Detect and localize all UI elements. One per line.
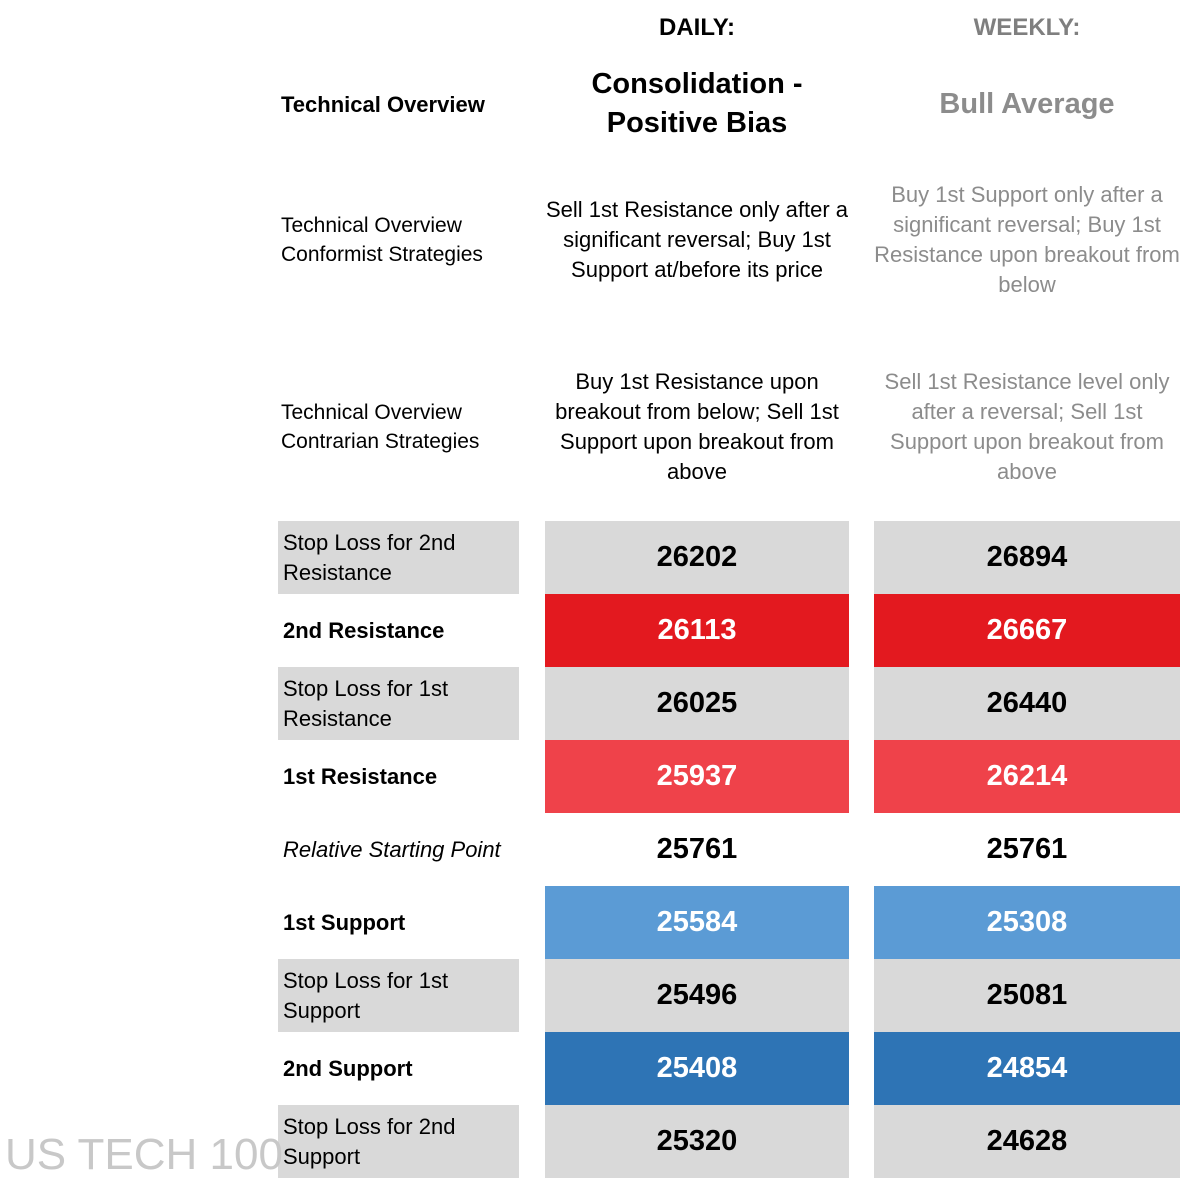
overview-daily: Sell 1st Resistance only after a signifi… [545, 197, 849, 282]
daily-level: 25937 [545, 740, 849, 813]
daily-level: 25584 [545, 886, 849, 959]
overview-label: Technical Overview Conformist Strategies [281, 214, 483, 266]
daily-level: 25761 [656, 833, 738, 865]
daily-level: 25320 [545, 1105, 849, 1178]
daily-level: 26113 [545, 594, 849, 667]
level-label: 2nd Resistance [283, 617, 445, 643]
daily-level: 25408 [545, 1032, 849, 1105]
daily-level: 25496 [545, 959, 849, 1032]
watermark: US TECH 100 [5, 1130, 283, 1179]
weekly-header: WEEKLY: [973, 14, 1081, 41]
daily-level: 26025 [545, 667, 849, 740]
level-label: 1st Resistance [283, 763, 438, 789]
overview-weekly: Sell 1st Resistance level only after a r… [884, 369, 1170, 484]
level-label: Relative Starting Point [283, 836, 501, 862]
weekly-level: 26894 [874, 521, 1180, 594]
overview-label: Technical Overview Contrarian Strategies [281, 401, 480, 453]
weekly-level: 25308 [874, 886, 1180, 959]
weekly-level: 25761 [986, 833, 1068, 865]
level-label: Stop Loss for 2nd Resistance [278, 521, 519, 594]
level-label: Stop Loss for 2nd Support [278, 1105, 519, 1178]
overview-label: Technical Overview [281, 91, 485, 117]
weekly-level: 26667 [874, 594, 1180, 667]
overview-daily: Buy 1st Resistance upon breakout from be… [555, 369, 839, 484]
daily-level: 26202 [545, 521, 849, 594]
overview-daily: Consolidation - Positive Bias [591, 68, 803, 139]
level-label: Stop Loss for 1st Resistance [278, 667, 519, 740]
level-label: 1st Support [283, 909, 406, 935]
weekly-level: 25081 [874, 959, 1180, 1032]
daily-header: DAILY: [658, 14, 735, 41]
overview-weekly: Bull Average [939, 87, 1115, 120]
weekly-level: 24628 [874, 1105, 1180, 1178]
weekly-level: 26214 [874, 740, 1180, 813]
level-label: 2nd Support [283, 1055, 413, 1081]
overview-weekly: Buy 1st Support only after a significant… [874, 182, 1180, 297]
level-label: Stop Loss for 1st Support [278, 959, 519, 1032]
weekly-level: 24854 [874, 1032, 1180, 1105]
weekly-level: 26440 [874, 667, 1180, 740]
